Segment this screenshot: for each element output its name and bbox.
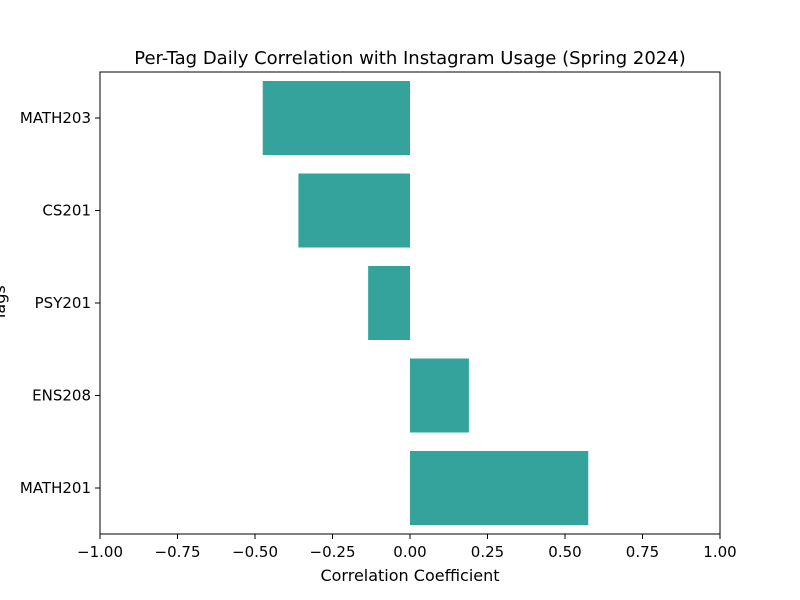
bar-psy201 [368,266,410,340]
bar-ens208 [410,358,469,433]
y-tick-label: ENS208 [32,387,91,405]
x-tick-group: −1.00 −0.75 −0.50 −0.25 0.00 0.25 0.50 0.75 1.00 [77,534,737,561]
plot-area-frame [99,71,721,535]
y-tick-label: MATH203 [20,109,91,127]
x-tick-label: −0.75 [155,543,201,561]
y-tick-label: CS201 [42,202,91,220]
x-tick-label: 0.00 [393,543,426,561]
x-tick-label: −0.50 [232,543,278,561]
y-tick-label: MATH201 [20,479,91,497]
bar-cs201 [298,173,410,248]
bar-group [262,81,589,525]
y-tick-label: PSY201 [35,294,91,312]
y-axis-label: Tags [0,285,9,321]
x-tick-label: 0.50 [548,543,581,561]
x-tick-label: −1.00 [77,543,123,561]
chart-title: Per-Tag Daily Correlation with Instagram… [134,48,686,69]
x-tick-label: 0.25 [471,543,504,561]
x-tick-label: 0.75 [626,543,659,561]
bar-math203 [262,81,410,155]
y-tick-group: MATH203 CS201 PSY201 ENS208 MATH201 [20,109,100,497]
bar-math201 [410,451,589,525]
x-axis-label: Correlation Coefficient [320,566,499,585]
x-tick-label: −0.25 [310,543,356,561]
x-tick-label: 1.00 [703,543,736,561]
